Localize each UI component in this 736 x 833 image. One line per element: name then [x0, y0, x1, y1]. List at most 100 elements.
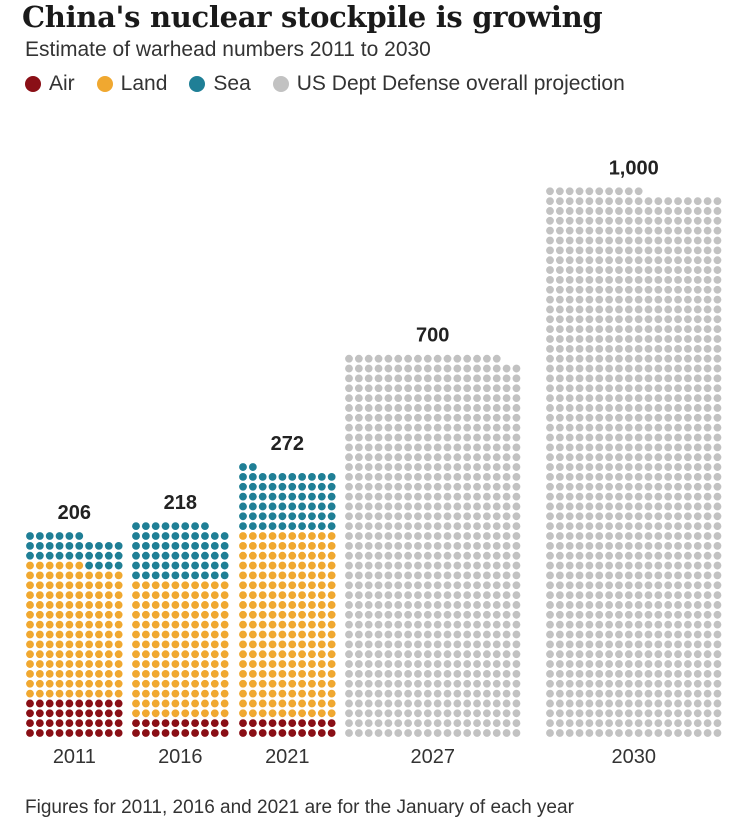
dot-2027-projection — [345, 729, 353, 737]
dot-2021-air — [258, 719, 267, 728]
dot-2030-projection — [674, 354, 682, 363]
dot-2027-projection — [492, 463, 501, 471]
dot-2021-land — [239, 610, 247, 619]
dot-2027-projection — [364, 502, 373, 511]
dot-2030-projection — [546, 502, 554, 511]
dot-2030-projection — [644, 463, 653, 471]
dot-2016-sea — [161, 532, 170, 540]
dot-2021-land — [278, 640, 287, 649]
dot-2030-projection — [546, 679, 554, 688]
dot-2030-projection — [713, 384, 722, 393]
dot-2030-projection — [595, 226, 604, 235]
dot-2027-projection — [364, 679, 373, 688]
dot-2030-projection — [634, 344, 643, 353]
dot-2027-projection — [453, 670, 462, 678]
dot-2030-projection — [713, 610, 722, 619]
dot-2030-projection — [674, 571, 682, 580]
dot-2030-projection — [555, 699, 564, 708]
dot-2027-projection — [443, 413, 452, 422]
dot-2016-land — [220, 610, 229, 619]
dot-2021-sea — [258, 512, 267, 521]
dot-2030-projection — [624, 630, 633, 639]
dot-2011-land — [95, 620, 103, 629]
dot-2021-land — [308, 551, 316, 560]
dot-2027-projection — [483, 630, 491, 639]
dot-2030-projection — [555, 551, 564, 560]
dot-2021-land — [278, 610, 287, 619]
dot-2030-projection — [654, 561, 663, 570]
dot-2030-projection — [634, 482, 643, 491]
dot-2027-projection — [492, 640, 501, 649]
dot-2027-projection — [473, 512, 481, 521]
dot-2021-land — [288, 660, 297, 668]
dot-2030-projection — [585, 335, 594, 343]
dot-2027-projection — [483, 492, 491, 501]
dot-2027-projection — [414, 610, 422, 619]
dot-2027-projection — [512, 404, 521, 412]
dot-2030-projection — [654, 354, 663, 363]
dot-2030-projection — [595, 571, 604, 580]
dot-2016-land — [141, 689, 150, 698]
dot-2016-land — [161, 620, 170, 629]
dot-2027-projection — [483, 532, 491, 540]
dot-2016-sea — [132, 522, 140, 531]
dot-2027-projection — [492, 374, 501, 383]
dot-2030-projection — [703, 266, 712, 274]
dot-2027-projection — [473, 729, 481, 737]
dot-2021-land — [317, 551, 326, 560]
dot-2021-air — [327, 719, 336, 728]
dot-2016-land — [141, 620, 150, 629]
dot-2027-projection — [374, 709, 383, 718]
dot-2016-land — [220, 640, 229, 649]
dot-2030-projection — [634, 453, 643, 462]
dot-2030-projection — [654, 413, 663, 422]
dot-2027-projection — [423, 591, 432, 599]
dot-2021-air — [258, 729, 267, 737]
dot-2030-projection — [595, 384, 604, 393]
dot-2030-projection — [565, 354, 574, 363]
dot-2021-land — [239, 581, 247, 590]
dot-2030-projection — [693, 453, 702, 462]
dot-2011-land — [65, 670, 74, 678]
dot-2016-land — [220, 601, 229, 609]
dot-2016-land — [141, 610, 150, 619]
dot-2021-sea — [288, 473, 297, 481]
dot-2027-projection — [502, 699, 511, 708]
dot-2030-projection — [624, 394, 633, 402]
dot-2030-projection — [624, 197, 633, 206]
dot-2027-projection — [473, 601, 481, 609]
dot-2011-sea — [55, 532, 64, 540]
dot-2016-land — [151, 709, 160, 718]
dot-2030-projection — [555, 285, 564, 294]
dot-2027-projection — [345, 709, 353, 718]
dot-2027-projection — [492, 473, 501, 481]
dot-2016-sea — [201, 522, 209, 531]
dot-2030-projection — [654, 197, 663, 206]
dot-2027-projection — [394, 670, 403, 678]
dot-2030-projection — [595, 729, 604, 737]
dot-2027-projection — [404, 640, 412, 649]
dot-2027-projection — [345, 660, 353, 668]
dot-2030-projection — [555, 305, 564, 314]
dot-2030-projection — [684, 433, 692, 442]
dot-2011-land — [75, 630, 84, 639]
dot-2030-projection — [634, 512, 643, 521]
dot-2027-projection — [364, 433, 373, 442]
dot-2027-projection — [345, 620, 353, 629]
dot-2016-land — [220, 709, 229, 718]
dot-2027-projection — [463, 502, 472, 511]
dot-2030-projection — [585, 729, 594, 737]
dot-2027-projection — [345, 482, 353, 491]
dot-2030-projection — [605, 660, 613, 668]
dot-2016-land — [210, 601, 219, 609]
dot-2021-land — [298, 699, 306, 708]
dot-2016-sea — [210, 561, 219, 570]
dot-2027-projection — [423, 689, 432, 698]
dot-2030-projection — [585, 364, 594, 373]
dot-2030-projection — [674, 640, 682, 649]
dot-2030-projection — [605, 571, 613, 580]
dot-2027-projection — [502, 581, 511, 590]
dot-2030-projection — [634, 433, 643, 442]
legend-air-label: Air — [49, 72, 75, 95]
